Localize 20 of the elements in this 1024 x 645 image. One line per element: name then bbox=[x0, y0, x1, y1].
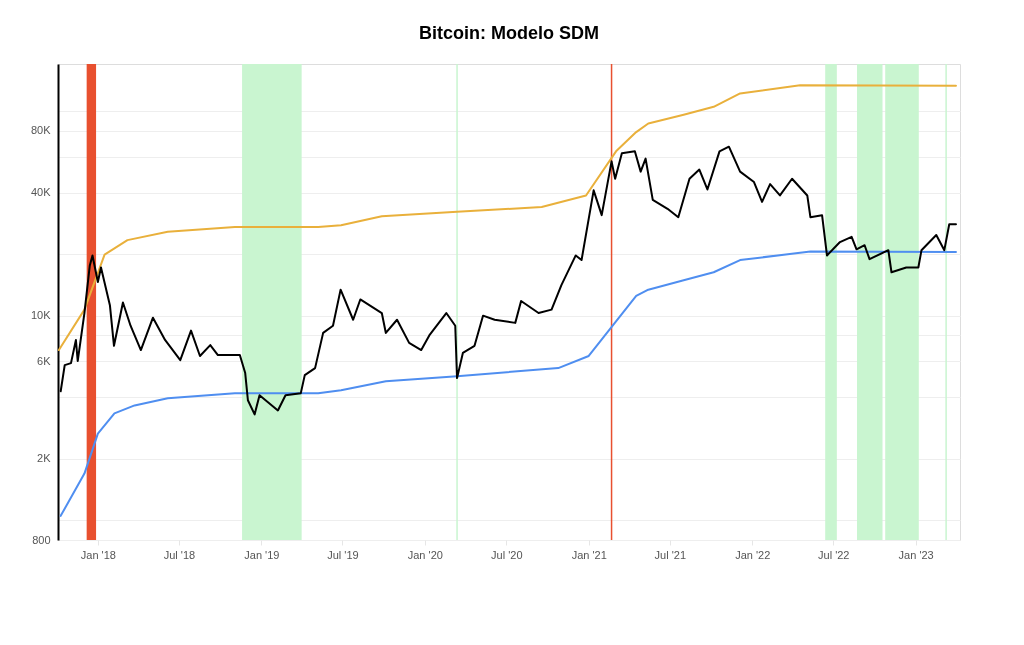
x-tick-label: Jan '22 bbox=[735, 548, 771, 561]
line-series bbox=[59, 250, 957, 517]
y-tick-label: 800 bbox=[32, 533, 51, 546]
y-tick-label: 6K bbox=[37, 354, 52, 367]
chart-title: Bitcoin: Modelo SDM bbox=[419, 23, 599, 44]
y-tick-label: 80K bbox=[30, 124, 52, 137]
x-tick-label: Jan '21 bbox=[571, 548, 607, 561]
x-tick-label: Jan '18 bbox=[80, 548, 116, 561]
x-tick-label: Jan '23 bbox=[898, 548, 934, 561]
x-tick-label: Jul '20 bbox=[491, 548, 523, 561]
y-tick-label: 2K bbox=[37, 452, 52, 465]
line-series bbox=[57, 84, 957, 352]
y-tick-label: 40K bbox=[30, 186, 52, 199]
x-tick-label: Jan '19 bbox=[244, 548, 280, 561]
x-tick-label: Jul '19 bbox=[327, 548, 359, 561]
x-tick-label: Jul '21 bbox=[654, 548, 687, 561]
x-tick-label: Jul '18 bbox=[163, 548, 196, 561]
y-tick-label: 10K bbox=[30, 309, 52, 322]
x-tick-label: Jul '22 bbox=[818, 548, 850, 561]
x-tick-label: Jan '20 bbox=[407, 548, 443, 561]
